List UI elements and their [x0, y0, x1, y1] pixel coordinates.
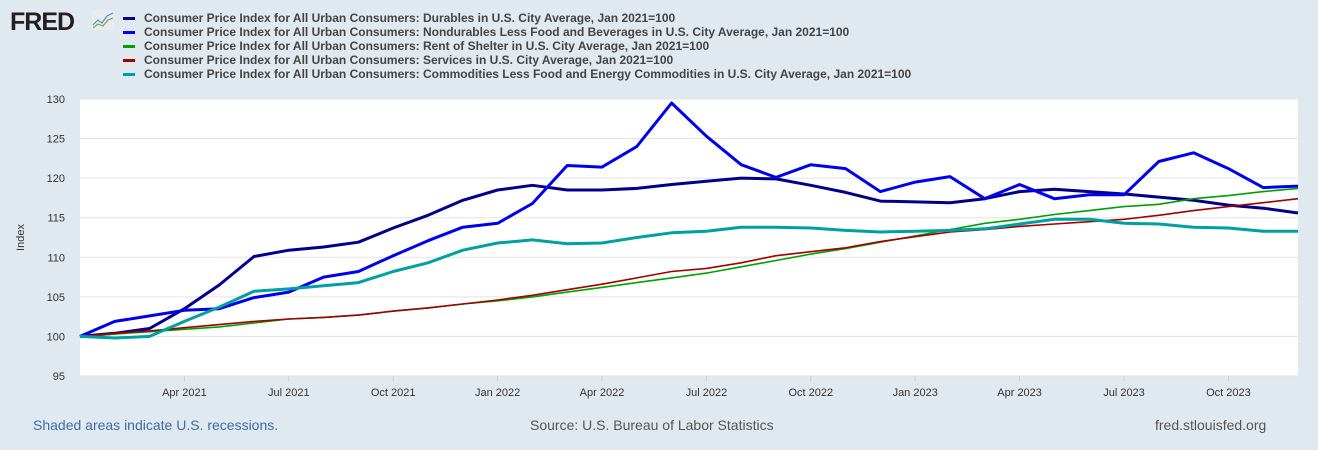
- legend-label: Consumer Price Index for All Urban Consu…: [144, 67, 912, 81]
- legend-swatch: [123, 16, 135, 20]
- x-tick-label: Oct 2021: [371, 387, 416, 399]
- x-tick-label: Oct 2023: [1206, 387, 1251, 399]
- x-tick-label: Jul 2021: [268, 387, 310, 399]
- series-line-0: [79, 176, 1299, 338]
- plot-area: [80, 99, 1298, 376]
- y-tick-label: 125: [47, 134, 65, 146]
- x-tick-label: Apr 2022: [580, 387, 625, 399]
- x-tick-label: Jan 2023: [893, 387, 938, 399]
- series-line-4: [79, 217, 1298, 340]
- legend-label: Consumer Price Index for All Urban Consu…: [144, 11, 676, 25]
- site-link[interactable]: fred.stlouisfed.org: [1155, 417, 1267, 433]
- legend-label: Consumer Price Index for All Urban Consu…: [144, 39, 710, 53]
- legend-label: Consumer Price Index for All Urban Consu…: [144, 25, 850, 39]
- y-tick-label: 120: [47, 173, 65, 185]
- legend-item[interactable]: Consumer Price Index for All Urban Consu…: [123, 25, 911, 39]
- source-text: Source: U.S. Bureau of Labor Statistics: [530, 417, 774, 433]
- legend-item[interactable]: Consumer Price Index for All Urban Consu…: [123, 39, 911, 53]
- line-chart: 95 100 105 110 115 120 125 130 Index Apr 2021 Jul …: [15, 94, 1299, 399]
- x-tick-label: Apr 2023: [997, 387, 1042, 399]
- y-tick-label: 130: [47, 94, 65, 106]
- legend-swatch: [123, 72, 135, 76]
- chart-legend: Consumer Price Index for All Urban Consu…: [123, 11, 911, 81]
- legend-swatch: [123, 58, 135, 62]
- legend-label: Consumer Price Index for All Urban Consu…: [144, 53, 674, 67]
- y-tick-label: 110: [47, 252, 65, 264]
- legend-item[interactable]: Consumer Price Index for All Urban Consu…: [123, 67, 911, 81]
- x-tick-label: Oct 2022: [788, 387, 833, 399]
- chart-logo-icon: [92, 10, 114, 30]
- y-tick-label: 100: [47, 331, 65, 343]
- x-tick-label: Jul 2023: [1103, 387, 1145, 399]
- y-tick-label: 95: [53, 371, 65, 383]
- series-line-1: [79, 101, 1299, 338]
- y-tick-label: 115: [47, 213, 65, 225]
- x-tick-label: Jan 2022: [475, 387, 520, 399]
- recessions-note: Shaded areas indicate U.S. recessions.: [33, 417, 279, 433]
- y-axis-label: Index: [15, 224, 27, 251]
- fred-logo[interactable]: FRED: [10, 8, 75, 36]
- legend-swatch: [123, 44, 135, 48]
- y-tick-label: 105: [47, 292, 65, 304]
- legend-item[interactable]: Consumer Price Index for All Urban Consu…: [123, 53, 911, 67]
- legend-item[interactable]: Consumer Price Index for All Urban Consu…: [123, 11, 911, 25]
- x-tick-label: Jul 2022: [686, 387, 728, 399]
- legend-swatch: [123, 30, 135, 34]
- x-tick-label: Apr 2021: [162, 387, 207, 399]
